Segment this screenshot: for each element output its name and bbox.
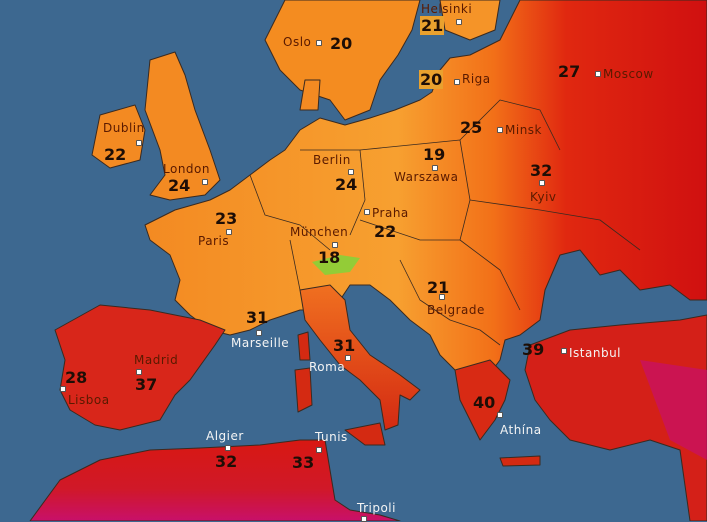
temperature-minsk: 25	[460, 118, 483, 137]
city-marker-marseille	[256, 330, 262, 336]
greece	[454, 359, 511, 441]
ireland	[91, 104, 146, 169]
city-label-oslo: Oslo	[283, 35, 312, 49]
city-label-riga: Riga	[462, 72, 491, 86]
city-marker-helsinki	[456, 19, 462, 25]
city-label-marseille: Marseille	[231, 336, 290, 350]
temperature-berlin: 24	[335, 175, 358, 194]
scandinavia	[264, 0, 421, 121]
city-marker-london	[202, 179, 208, 185]
city-marker-athina	[497, 412, 503, 418]
great-britain	[144, 51, 221, 201]
temperature-roma: 31	[333, 336, 356, 355]
city-marker-munchen	[332, 242, 338, 248]
city-label-minsk: Minsk	[505, 123, 542, 137]
city-marker-madrid	[136, 369, 142, 375]
temperature-munchen: 18	[318, 248, 341, 267]
city-marker-tripoli	[361, 516, 367, 522]
city-label-tripoli: Tripoli	[357, 501, 396, 515]
city-label-algier: Algier	[206, 429, 244, 443]
city-marker-minsk	[497, 127, 503, 133]
city-marker-lisboa	[60, 386, 66, 392]
temperature-london: 24	[168, 176, 191, 195]
temperature-paris: 23	[215, 209, 238, 228]
city-label-tunis: Tunis	[315, 430, 348, 444]
denmark	[299, 79, 321, 111]
temperature-praha: 22	[374, 222, 397, 241]
sicily	[344, 422, 386, 446]
city-label-paris: Paris	[198, 234, 230, 248]
temperature-moscow: 27	[558, 62, 581, 81]
temperature-madrid: 37	[135, 375, 158, 394]
temperature-kyiv: 32	[530, 161, 553, 180]
city-label-moscow: Moscow	[603, 67, 654, 81]
city-marker-warszawa	[432, 165, 438, 171]
city-marker-moscow	[595, 71, 601, 77]
italy	[299, 284, 421, 431]
city-label-munchen: München	[290, 225, 349, 239]
city-marker-algier	[225, 445, 231, 451]
temperature-dublin: 22	[104, 145, 127, 164]
city-marker-oslo	[316, 40, 322, 46]
city-marker-praha	[364, 209, 370, 215]
city-label-warszawa: Warszawa	[394, 170, 459, 184]
temperature-oslo: 20	[330, 34, 353, 53]
temperature-algier: 32	[215, 452, 238, 471]
country-borders	[249, 99, 641, 346]
city-label-praha: Praha	[372, 206, 409, 220]
crete	[499, 455, 541, 467]
temperature-lisboa: 28	[65, 368, 88, 387]
city-marker-kyiv	[539, 180, 545, 186]
temperature-helsinki: 21	[420, 16, 445, 35]
city-label-istanbul: Istanbul	[569, 346, 622, 360]
city-label-madrid: Madrid	[134, 353, 179, 367]
city-label-london: London	[163, 162, 210, 176]
temperature-riga: 20	[419, 70, 444, 89]
city-label-athina: Athína	[500, 423, 542, 437]
city-label-lisboa: Lisboa	[68, 393, 110, 407]
city-label-berlin: Berlin	[313, 153, 351, 167]
city-label-helsinki: Helsinki	[421, 2, 473, 16]
city-label-dublin: Dublin	[103, 121, 145, 135]
city-marker-istanbul	[561, 348, 567, 354]
temperature-belgrade: 21	[427, 278, 450, 297]
city-label-roma: Roma	[309, 360, 346, 374]
temperature-warszawa: 19	[423, 145, 446, 164]
city-marker-riga	[454, 79, 460, 85]
temperature-athina: 40	[473, 393, 496, 412]
turkey-hot-zone	[640, 360, 707, 460]
corsica	[297, 331, 311, 361]
city-label-kyiv: Kyiv	[530, 190, 557, 204]
temperature-marseille: 31	[246, 308, 269, 327]
iberia	[54, 304, 226, 431]
city-label-belgrade: Belgrade	[427, 303, 485, 317]
city-marker-belgrade	[439, 294, 445, 300]
city-marker-berlin	[348, 169, 354, 175]
alps-cold-spot	[312, 255, 360, 275]
city-marker-paris	[226, 229, 232, 235]
city-marker-tunis	[316, 447, 322, 453]
temperature-tunis: 33	[292, 453, 315, 472]
sardinia	[294, 367, 313, 413]
north-africa	[29, 439, 401, 521]
temperature-istanbul: 39	[522, 340, 545, 359]
city-marker-dublin	[136, 140, 142, 146]
city-marker-roma	[345, 355, 351, 361]
